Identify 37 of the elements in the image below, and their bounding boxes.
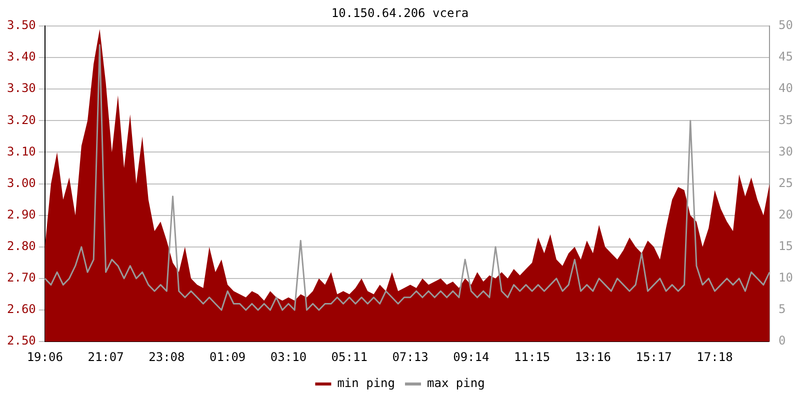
- legend-label: min ping: [337, 376, 395, 390]
- y-tick-label: 2.70: [6, 270, 36, 285]
- y2-tick-label: 20: [778, 207, 794, 222]
- x-tick-label: 15:17: [636, 350, 672, 364]
- x-tick-label: 19:06: [26, 350, 63, 364]
- x-tick-label: 13:16: [574, 350, 612, 364]
- x-tick-label: 11:15: [514, 350, 550, 364]
- x-tick-label: 17:18: [696, 350, 733, 364]
- y-tick-label: 3.20: [6, 112, 36, 127]
- y-tick-label: 3.10: [6, 144, 36, 158]
- legend-label: max ping: [427, 376, 485, 390]
- y2-tick-label: 35: [778, 112, 794, 127]
- y2-tick-label: 40: [778, 81, 794, 96]
- y2-tick-label: 0: [778, 334, 786, 348]
- y2-tick-label: 15: [778, 239, 794, 254]
- x-tick-label: 05:11: [331, 350, 368, 364]
- x-tick-label: 07:13: [392, 350, 428, 364]
- y2-tick-label: 50: [778, 18, 794, 32]
- chart-title: 10.150.64.206 vcera: [331, 6, 469, 20]
- y-tick-label: 3.40: [6, 50, 36, 64]
- y2-tick-label: 25: [778, 176, 794, 190]
- y-tick-label: 2.60: [6, 302, 36, 316]
- y2-tick-label: 30: [778, 144, 794, 158]
- y-tick-label: 3.00: [6, 176, 36, 190]
- y-tick-label: 3.30: [6, 81, 36, 96]
- y2-tick-label: 10: [778, 270, 794, 285]
- x-tick-label: 03:10: [270, 350, 307, 364]
- y-tick-label: 2.90: [6, 207, 36, 222]
- x-tick-label: 09:14: [453, 350, 490, 364]
- x-tick-label: 23:08: [148, 350, 185, 364]
- x-tick-label: 21:07: [88, 350, 124, 364]
- y2-tick-label: 45: [778, 50, 794, 64]
- y-tick-label: 2.50: [6, 334, 36, 348]
- y2-tick-label: 5: [778, 302, 786, 316]
- y-tick-label: 2.80: [6, 239, 36, 254]
- y-tick-label: 3.50: [6, 18, 36, 32]
- x-tick-label: 01:09: [210, 350, 246, 364]
